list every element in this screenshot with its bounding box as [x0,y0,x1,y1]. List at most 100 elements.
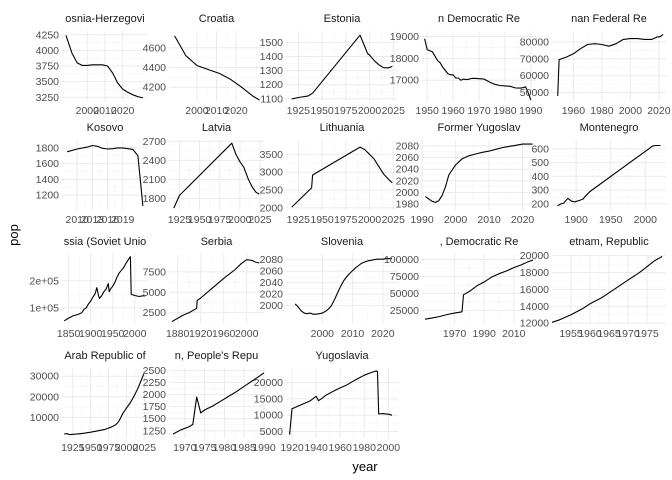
y-tick-label: 18000 [390,53,419,65]
x-tick-label: 1975 [97,442,121,454]
x-tick-label: 1950 [599,214,623,226]
y-tick-label: 17000 [390,75,419,87]
x-tick-label: 1925 [287,214,311,226]
y-tick-label: 15000 [254,393,283,405]
x-tick-label: 2010 [93,105,117,117]
facet-title: Lithuania [320,122,366,134]
x-tick-label: 2020 [647,105,671,117]
x-tick-label: 1970 [467,105,491,117]
y-tick-label: 4400 [143,62,167,74]
x-tick-label: 2000 [185,105,209,117]
facet-panel: 1990 2000 2010 2020198020002020204020602080… [396,122,536,226]
x-tick-label: 1950 [416,105,440,117]
facet-title: etnam, Republic [569,236,649,248]
x-tick-label: 2000 [444,214,468,226]
y-tick-label: 14000 [520,301,549,313]
y-tick-label: 2040 [260,277,284,289]
x-tick-label: 1950 [101,328,125,340]
x-tick-label: 1900 [565,214,589,226]
y-tick-label: 2000 [396,187,420,199]
facet-title: Yugoslavia [315,350,369,362]
y-tick-label: 2250 [143,377,167,389]
series-line [289,370,393,435]
series-line [173,142,260,209]
y-tick-label: 3000 [260,167,284,179]
y-tick-label: 3250 [36,92,60,104]
facet-panel: 1925 1950 1975 2000 2025 1100 1200 1300 1400 1500… [260,13,405,117]
x-tick-label: 1990 [410,214,434,226]
y-tick-label: 2060 [260,266,284,278]
x-tick-label: 1950 [310,105,334,117]
x-tick-label: 1960 [562,105,586,117]
y-tick-label: 1250 [143,425,167,437]
facet-title: osnia-Herzegovi [65,13,144,25]
facet-panel: 1950 1960 1970 1980 1990 17000 18000 19000 n Dem… [390,13,543,117]
y-tick-label: 80000 [520,36,549,48]
x-tick-label: 1975 [334,105,358,117]
x-tick-label: 2000 [235,328,259,340]
series-line [171,259,260,323]
x-tick-label: 1975 [334,214,358,226]
panel-layer: 20002010202032503500375040004250osnia-He… [30,13,671,454]
y-tick-label: 2000 [260,300,284,312]
y-tick-label: 2e+05 [30,275,60,287]
series-line [424,259,534,320]
y-tick-label: 600 [531,143,549,155]
y-tick-label: 1400 [260,51,284,63]
series-line [291,146,393,208]
x-tick-label: 2020 [224,105,248,117]
facet-title: Estonia [324,13,362,25]
y-tick-label: 10000 [254,410,283,422]
y-tick-label: 25000 [390,305,419,317]
series-line [424,38,532,101]
y-tick-label: 70000 [520,53,549,65]
series-line [65,35,144,99]
x-tick-label: 1850 [57,328,81,340]
x-tick-label: 2000 [358,214,382,226]
y-tick-label: 1e+05 [30,302,60,314]
facet-panel: 1920 1940 1960 1980 2000 5000 10000 15000 20000 Y… [254,350,400,454]
y-tick-label: 7500 [143,266,167,278]
y-tick-label: 2500 [143,307,167,319]
facet-title: n Democratic Re [438,13,520,25]
y-tick-label: 2700 [143,136,167,148]
y-tick-label: 1980 [396,199,420,211]
x-tick-label: 2000 [619,105,643,117]
y-tick-label: 2040 [396,164,420,176]
y-tick-label: 200 [531,198,549,210]
x-tick-label: 2025 [382,105,406,117]
x-tick-label: 1960 [329,442,353,454]
x-tick-label: 1925 [168,214,192,226]
x-tick-label: 1970 [616,328,640,340]
y-tick-label: 4200 [143,82,167,94]
y-tick-label: 5000 [260,426,284,438]
facet-title: Serbia [201,236,234,248]
x-tick-label: 2019 [111,214,135,226]
facet-panel: 1960 1980 2000 2020 50000 60000 70000 80000 nan … [520,13,671,117]
x-tick-label: 1980 [590,105,614,117]
series-line [174,35,260,101]
x-tick-label: 2000 [377,442,401,454]
facet-title: Latvia [202,122,232,134]
x-tick-label: 1950 [79,442,103,454]
series-line [552,256,663,323]
y-tick-label: 2060 [396,152,420,164]
x-tick-label: 1925 [61,442,85,454]
series-line [63,256,146,322]
x-tick-label: 1940 [304,442,328,454]
y-tick-label: 1800 [36,142,60,154]
y-tick-label: 3500 [36,76,60,88]
x-tick-label: 2000 [123,328,147,340]
x-tick-label: 1990 [473,328,497,340]
y-tick-label: 20000 [30,391,59,403]
y-tick-label: 2400 [143,155,167,167]
series-line [557,33,664,96]
y-tick-label: 2500 [143,365,167,377]
x-tick-label: 1975 [208,214,232,226]
